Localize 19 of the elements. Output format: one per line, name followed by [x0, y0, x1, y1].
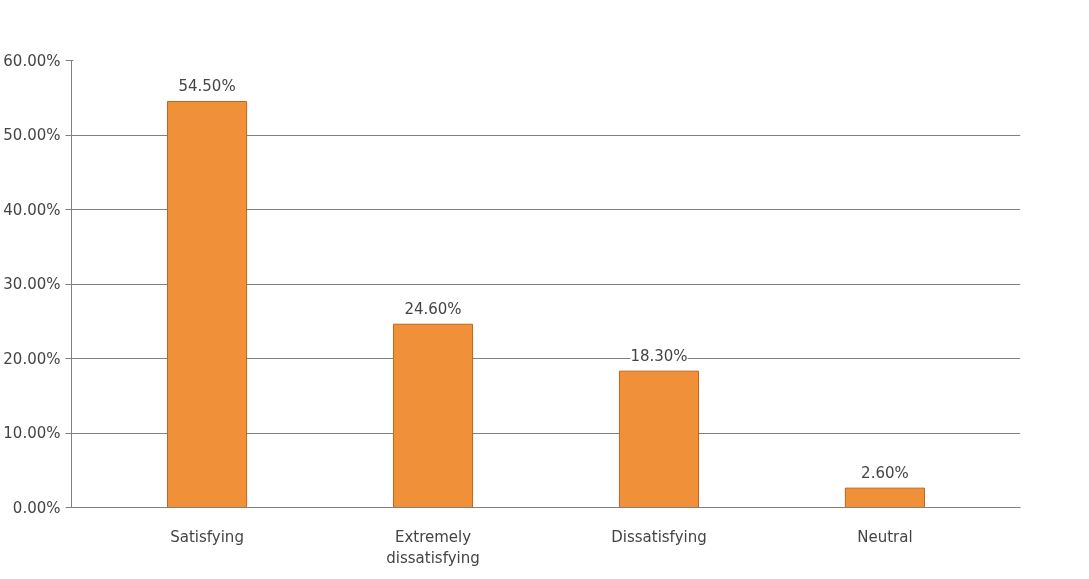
data-label: 2.60%	[861, 464, 909, 483]
y-tick-label: 0.00%	[12, 498, 61, 517]
y-tick-label: 50.00%	[3, 126, 61, 144]
y-tick-label: 10.00%	[3, 424, 61, 442]
x-tick-label: Neutral	[857, 527, 913, 546]
bar	[392, 323, 474, 508]
bar	[618, 370, 700, 508]
y-tick-label: 40.00%	[3, 200, 61, 219]
bar	[844, 487, 925, 508]
x-tick-label: Extremely dissatisfying	[386, 527, 480, 568]
y-tick-label: 20.00%	[3, 349, 61, 368]
data-label: 24.60%	[404, 300, 462, 319]
y-tick-label: 60.00%	[3, 51, 61, 70]
data-label: 18.30%	[630, 347, 688, 366]
x-tick-label: Satisfying	[170, 527, 244, 546]
data-label: 54.50%	[178, 77, 236, 96]
x-tick-label: Dissatisfying	[611, 527, 707, 546]
bar	[167, 100, 248, 508]
y-tick-label: 30.00%	[3, 275, 61, 293]
